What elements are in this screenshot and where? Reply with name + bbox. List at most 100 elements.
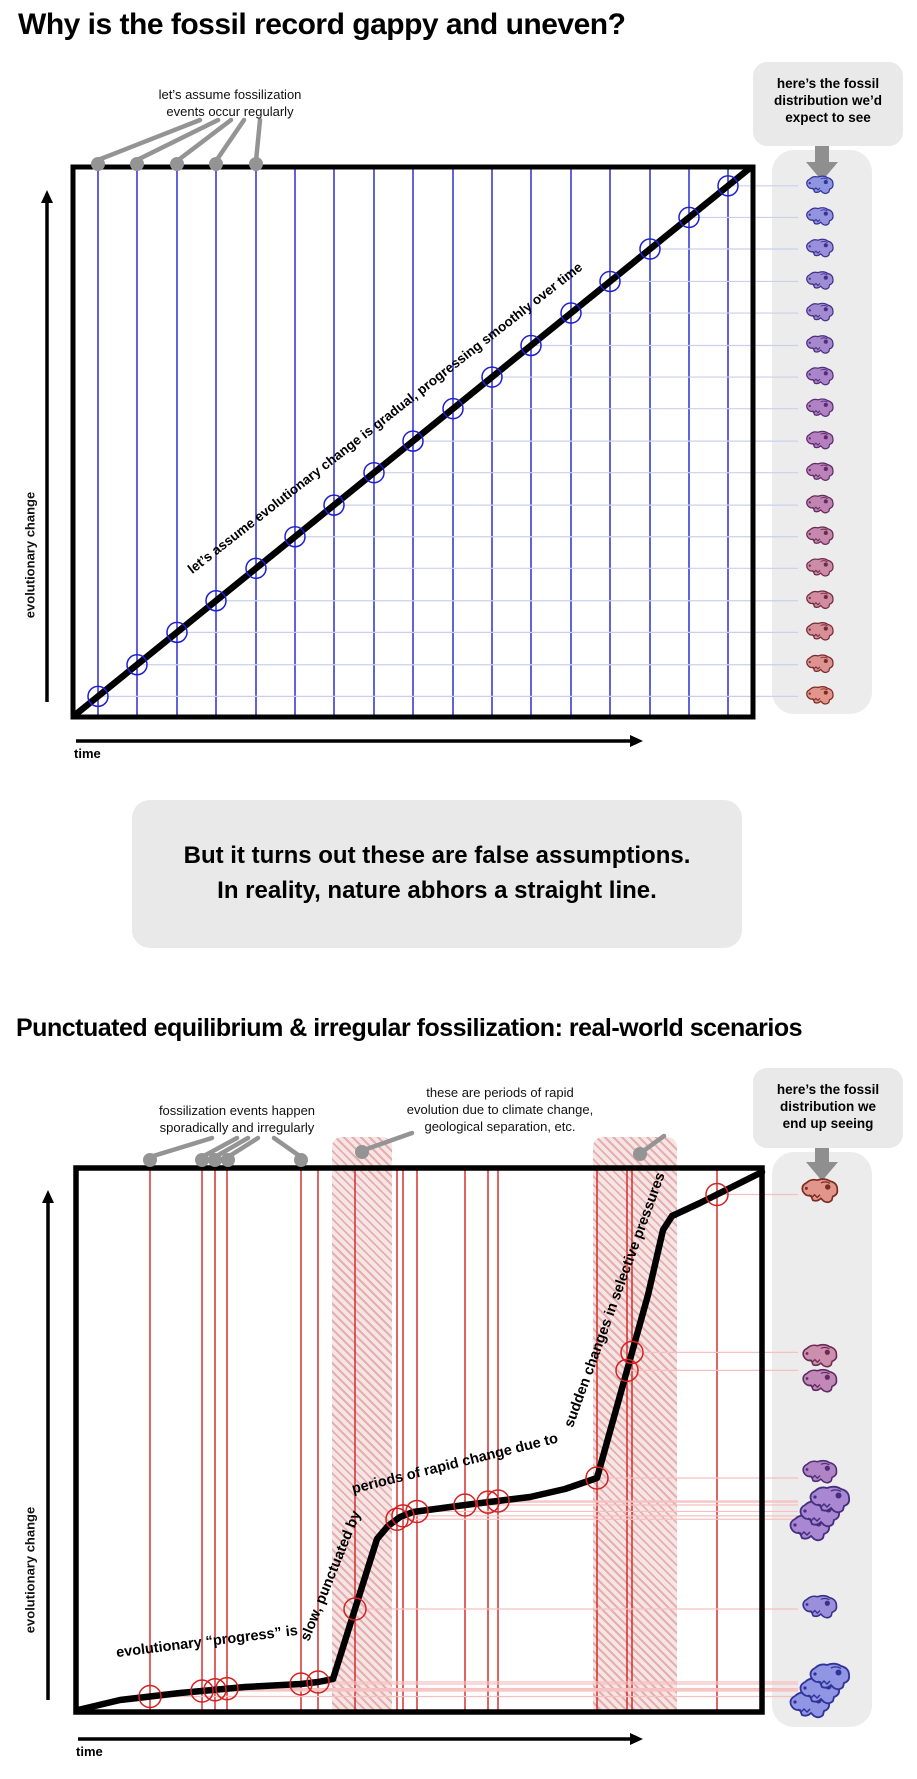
fossil-icon: [809, 1485, 851, 1514]
fossil-sample-circle: [476, 1490, 500, 1514]
y-axis-arrowhead: [41, 190, 53, 203]
fossil-sample-circle: [453, 1493, 477, 1517]
callout-dot: [209, 157, 223, 171]
fossil-icon: [806, 430, 834, 450]
fossil-sample-circle: [442, 397, 464, 420]
fossil-sample-circle: [87, 685, 109, 708]
fossil-sample-circle: [560, 302, 582, 324]
fossil-sample-circle: [705, 1182, 729, 1207]
chart2-fossil-column-band: [772, 1152, 872, 1727]
fossil-sample-circle: [639, 238, 661, 260]
fossil-icon: [801, 1178, 839, 1204]
callout-line: [147, 1135, 215, 1160]
fossil-icon: [806, 398, 834, 417]
fossil-sample-circle: [245, 557, 267, 580]
callout-dot: [355, 1145, 369, 1159]
callout-line: [253, 117, 263, 164]
callout-dot: [249, 157, 263, 171]
callout-dot: [170, 157, 184, 171]
fossil-icon: [806, 526, 834, 546]
callout-line: [212, 1135, 251, 1160]
fossil-sample-circle: [363, 461, 385, 484]
fossil-sample-circle: [385, 1507, 409, 1531]
fossil-sample-circle: [402, 430, 424, 452]
fossil-icon: [806, 686, 834, 705]
fossil-icon: [809, 1662, 851, 1691]
fossil-icon: [802, 1343, 838, 1368]
callout-line: [271, 1135, 304, 1160]
fossil-sample-circle: [289, 1672, 313, 1696]
callout-line: [361, 1130, 415, 1153]
sidebar-down-arrow: [815, 146, 829, 162]
callout-line: [213, 117, 247, 164]
fossil-sample-circle: [615, 1358, 639, 1383]
rapid-evolution-period-band: [332, 1137, 392, 1712]
callout-dot: [208, 1153, 222, 1167]
punctuated-evolution-curve: [74, 1168, 766, 1714]
fossil-icon: [802, 1368, 838, 1393]
callout-dot: [221, 1153, 235, 1167]
sidebar-down-arrowhead: [806, 162, 838, 181]
x-axis-arrowhead: [630, 1733, 643, 1745]
fossil-sample-circle: [620, 1340, 644, 1365]
fossil-sample-circle: [520, 334, 542, 357]
fossil-sample-circle: [585, 1466, 609, 1490]
fossil-icon: [806, 557, 834, 577]
sidebar-down-arrow: [815, 1146, 829, 1162]
rapid-evolution-period-band: [593, 1137, 677, 1712]
fossil-sample-circle: [717, 175, 739, 197]
y-axis-arrowhead: [42, 1190, 54, 1203]
callout-dot: [143, 1153, 157, 1167]
x-axis-arrowhead: [630, 735, 643, 747]
fossil-icon: [806, 654, 834, 674]
fossil-sample-circle: [138, 1684, 162, 1709]
callout-dot: [91, 157, 105, 171]
fossil-icon: [806, 271, 834, 290]
fossil-sample-circle: [599, 270, 621, 293]
fossil-icon: [806, 494, 834, 514]
fossil-sample-circle: [486, 1489, 510, 1513]
fossil-icon: [802, 1594, 838, 1619]
fossil-sample-circle: [203, 1678, 227, 1702]
gradual-evolution-line: [71, 164, 754, 719]
callout-dot: [130, 157, 144, 171]
fossil-sample-circle: [343, 1597, 367, 1621]
fossil-sample-circle: [391, 1504, 415, 1528]
fossil-icon: [806, 622, 834, 641]
chart2-plot-box: [73, 1165, 765, 1715]
fossil-icon: [806, 175, 834, 195]
callout-dot: [195, 1153, 209, 1167]
fossil-sample-circle: [205, 589, 227, 612]
callout-line: [199, 1135, 240, 1160]
fossil-sample-circle: [126, 654, 148, 676]
fossil-icon: [802, 1459, 838, 1484]
chart1-plot-box: [70, 164, 756, 720]
fossil-sample-circle: [284, 525, 306, 548]
fossil-sample-circle: [215, 1676, 239, 1701]
fossil-sample-circle: [190, 1679, 214, 1703]
callout-dot: [294, 1153, 308, 1167]
fossil-icon: [806, 366, 834, 386]
fossil-sample-circle: [678, 206, 700, 229]
callout-line: [134, 117, 221, 163]
fossil-icon: [806, 335, 834, 354]
callout-dot: [633, 1147, 647, 1161]
fossil-icon: [806, 462, 834, 481]
fossil-icon: [806, 302, 834, 322]
fossil-icon: [806, 590, 834, 610]
fossil-icon: [806, 238, 834, 258]
callout-line: [95, 117, 203, 163]
callout-line: [225, 1135, 261, 1160]
fossil-sample-circle: [405, 1499, 429, 1524]
fossil-sample-circle: [323, 494, 345, 516]
fossil-icon: [806, 207, 834, 226]
fossil-sample-circle: [481, 366, 503, 388]
fossil-sample-circle: [166, 621, 188, 644]
fossil-sample-circle: [306, 1670, 330, 1694]
callout-line: [174, 117, 234, 164]
callout-line: [639, 1133, 667, 1155]
sidebar-down-arrowhead: [806, 1162, 838, 1181]
